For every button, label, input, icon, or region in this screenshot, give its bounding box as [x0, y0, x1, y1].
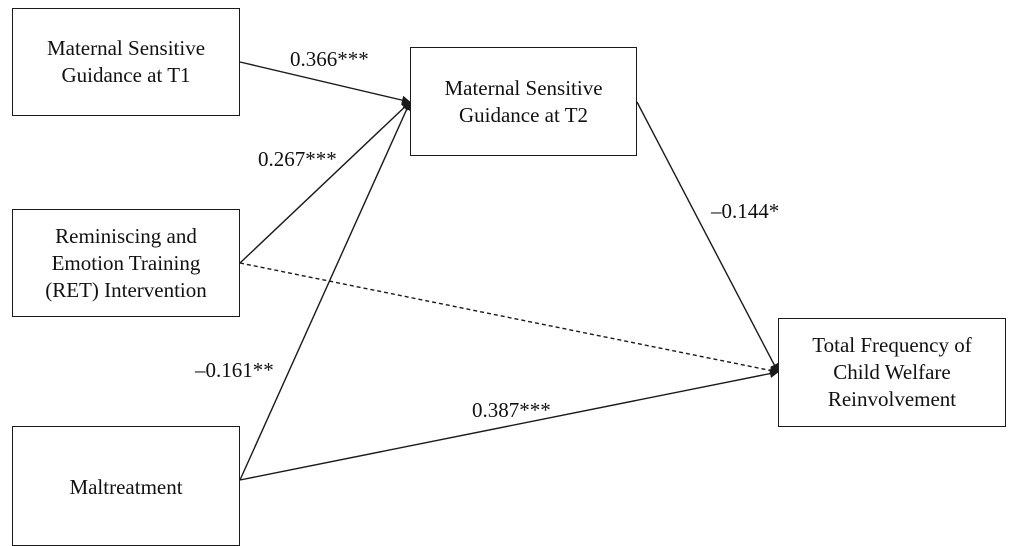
arrow-t2-to-outcome — [636, 101, 779, 373]
arrow-ret-to-t2 — [239, 101, 411, 264]
coefficient-maltreatment-to-outcome: 0.387*** — [472, 398, 551, 422]
coefficient-t2-to-outcome: –0.144* — [711, 199, 780, 223]
arrow-ret-to-outcome-dashed — [239, 262, 779, 375]
arrow-maltreatment-to-outcome — [239, 369, 779, 481]
node-maternal-guidance-t2: Maternal Sensitive Guidance at T2 — [410, 47, 637, 156]
arrow-maltreatment-to-t2 — [239, 101, 411, 481]
node-ret-intervention: Reminiscing and Emotion Training (RET) I… — [12, 209, 240, 317]
node-label-line: Guidance at T2 — [458, 102, 589, 127]
coefficient-t1-to-t2: 0.366*** — [290, 47, 369, 71]
node-label-line: Child Welfare — [833, 360, 951, 384]
node-child-welfare-reinvolvement: Total Frequency of Child Welfare Reinvol… — [778, 318, 1006, 427]
node-maltreatment: Maltreatment — [12, 426, 240, 546]
node-label-line: Maternal Sensitive — [46, 36, 206, 60]
node-label-line: Maternal Sensitive — [444, 75, 603, 100]
node-label-line: (RET) Intervention — [45, 277, 207, 302]
coefficient-maltreatment-to-t2: –0.161** — [195, 358, 274, 382]
node-label-line: Reminiscing and — [55, 223, 197, 248]
node-maternal-guidance-t1: Maternal Sensitive Guidance at T1 — [12, 8, 240, 116]
path-diagram-arrows — [239, 61, 779, 481]
node-label-line: Total Frequency of — [812, 333, 972, 357]
node-label-line: Reinvolvement — [827, 387, 957, 411]
node-label-line: Maltreatment — [69, 474, 183, 499]
coefficient-ret-to-t2: 0.267*** — [258, 147, 337, 171]
node-label-line: Emotion Training — [51, 250, 201, 275]
node-label-line: Guidance at T1 — [61, 63, 191, 87]
arrow-t1-to-t2 — [239, 61, 411, 105]
